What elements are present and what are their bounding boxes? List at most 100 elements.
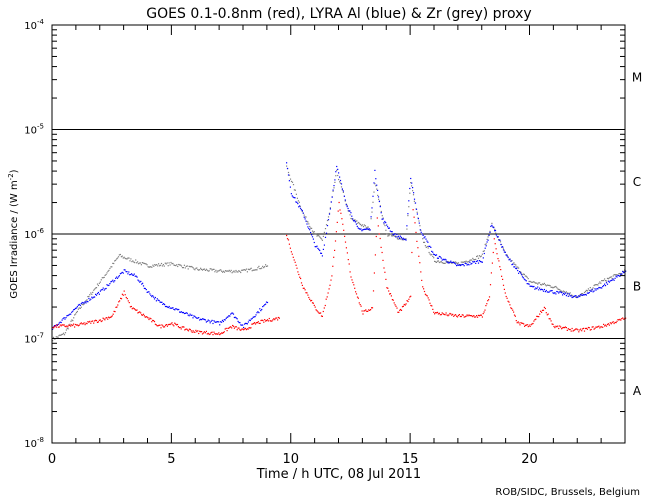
data-point	[316, 235, 318, 237]
data-point	[474, 316, 476, 318]
data-point	[541, 309, 544, 311]
data-point	[203, 318, 205, 321]
data-point	[200, 318, 202, 320]
data-point	[256, 269, 258, 271]
data-point	[487, 236, 489, 238]
data-point	[70, 313, 72, 315]
data-point	[340, 183, 343, 185]
data-point	[484, 309, 486, 311]
data-point	[528, 283, 530, 285]
data-point	[113, 310, 115, 312]
data-point	[464, 262, 466, 264]
data-point	[133, 273, 135, 275]
data-point	[472, 257, 474, 259]
data-point	[605, 282, 608, 284]
data-point	[541, 283, 544, 285]
data-point	[289, 247, 291, 249]
data-point	[111, 266, 113, 268]
data-point	[59, 321, 61, 323]
data-point	[157, 299, 159, 301]
y-tick-base: 10	[24, 126, 37, 137]
data-point	[138, 262, 141, 264]
data-point	[320, 252, 322, 254]
data-point	[112, 279, 114, 281]
data-point	[339, 181, 341, 183]
data-point	[625, 270, 627, 272]
data-point	[364, 228, 367, 230]
x-axis-label: Time / h UTC, 08 Jul 2011	[256, 467, 421, 482]
data-point	[542, 290, 545, 292]
data-point	[321, 255, 323, 257]
data-point	[444, 262, 446, 264]
data-point	[52, 328, 54, 330]
data-point	[440, 257, 442, 259]
data-point	[109, 267, 111, 270]
data-point	[593, 328, 595, 330]
data-point	[375, 178, 377, 180]
data-point	[448, 314, 450, 316]
data-point	[57, 336, 59, 338]
data-point	[561, 292, 563, 294]
data-point	[150, 266, 152, 268]
data-point	[312, 302, 314, 304]
data-point	[575, 295, 577, 297]
data-point	[204, 269, 206, 271]
data-point	[587, 326, 589, 329]
data-point	[407, 215, 409, 217]
data-point	[177, 309, 179, 311]
data-point	[444, 314, 446, 316]
data-point	[254, 316, 256, 318]
data-point	[225, 317, 227, 319]
data-point	[116, 257, 119, 259]
data-point	[401, 238, 403, 240]
data-point	[604, 325, 606, 327]
data-point	[290, 251, 292, 253]
data-point	[355, 223, 357, 225]
data-point	[87, 321, 89, 323]
data-point	[108, 284, 110, 286]
y-tick-base: 10	[24, 335, 37, 346]
data-point	[553, 286, 555, 288]
data-point	[322, 248, 324, 250]
data-point	[352, 219, 354, 221]
data-point	[570, 330, 572, 332]
data-point	[394, 233, 396, 235]
data-point	[170, 323, 172, 325]
data-point	[293, 259, 295, 261]
data-point	[67, 314, 69, 317]
data-point	[536, 315, 538, 317]
data-point	[244, 269, 246, 271]
data-point	[222, 320, 224, 323]
data-point	[65, 326, 67, 328]
data-point	[389, 234, 391, 236]
data-point	[353, 284, 355, 286]
data-point	[102, 317, 104, 319]
data-point	[335, 231, 337, 233]
data-point	[336, 169, 338, 171]
data-point	[562, 292, 565, 294]
data-point	[219, 324, 221, 326]
data-point	[445, 261, 447, 263]
data-point	[264, 266, 266, 268]
data-point	[610, 276, 612, 278]
data-point	[574, 295, 576, 297]
data-point	[112, 262, 114, 264]
data-point	[543, 282, 545, 284]
data-point	[373, 191, 375, 193]
data-point	[527, 278, 529, 280]
data-point	[467, 263, 469, 265]
y-axis-label: GOES Irradiance / (W m-2)	[7, 169, 20, 298]
data-point	[147, 317, 149, 319]
data-point	[255, 269, 257, 271]
data-point	[184, 312, 186, 314]
data-point	[456, 315, 458, 317]
data-point	[459, 264, 461, 266]
data-point	[313, 304, 315, 306]
data-point	[123, 290, 125, 292]
data-point	[67, 326, 69, 328]
data-point	[203, 331, 205, 333]
data-point	[99, 290, 101, 292]
data-point	[616, 276, 618, 278]
data-point	[60, 334, 62, 336]
data-point	[496, 253, 498, 255]
